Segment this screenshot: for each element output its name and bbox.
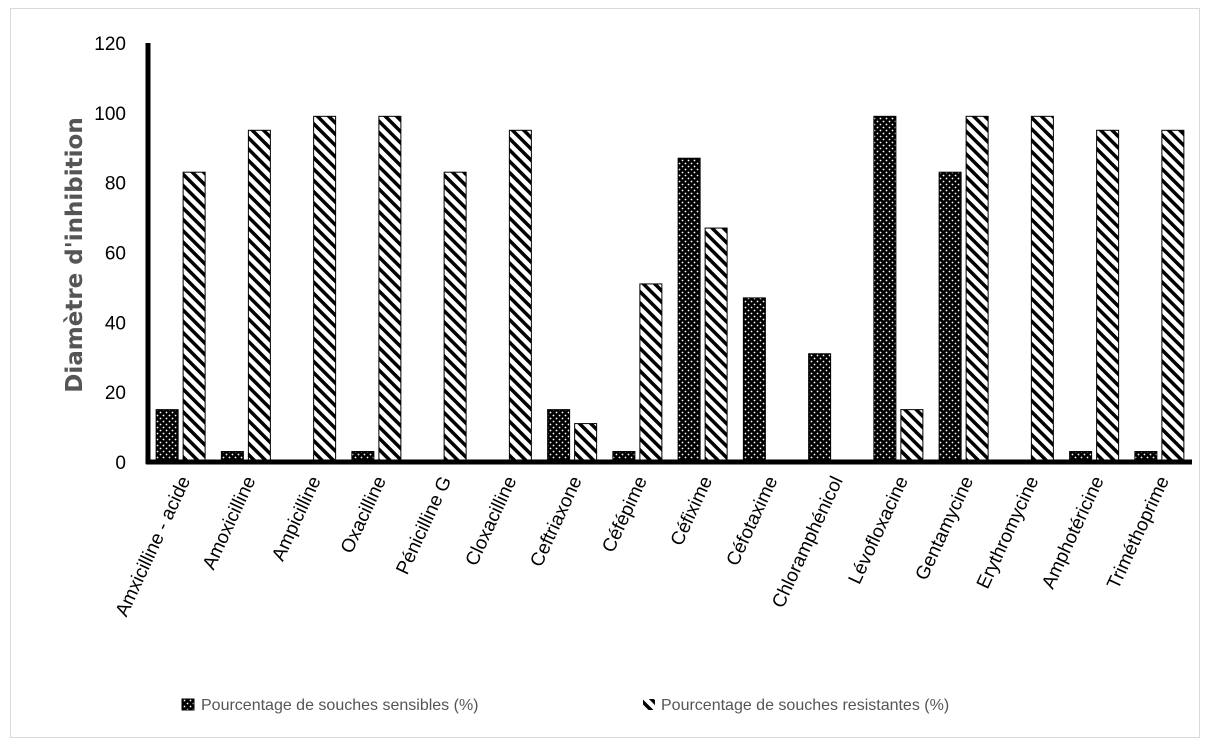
y-tick-labels: 0 20 40 60 80 100 120 <box>94 34 126 474</box>
legend-swatch-sensibles <box>181 698 195 711</box>
bar-resistantes-0 <box>182 171 206 463</box>
bar-sensibles-6 <box>547 409 571 463</box>
y-tick-label: 120 <box>94 34 126 55</box>
x-tick-label: Gentamycine <box>912 473 978 583</box>
chart-frame <box>10 8 1200 738</box>
bar-sensibles-0 <box>155 409 179 463</box>
bar-sensibles-8 <box>677 157 701 463</box>
y-tick-label: 20 <box>105 383 126 404</box>
y-axis-label: Diamètre d'inhibition <box>62 117 88 392</box>
bar-resistantes-13 <box>1030 115 1054 463</box>
bar-resistantes-3 <box>378 115 402 463</box>
legend-swatch-resistantes <box>643 699 655 710</box>
x-tick-label: Triméthoprime <box>1103 473 1173 592</box>
x-tick-label: Céfépime <box>599 473 652 556</box>
bar-resistantes-14 <box>1096 129 1120 463</box>
bars-group <box>155 115 1185 463</box>
bar-resistantes-6 <box>574 423 598 463</box>
legend-label-resistantes: Pourcentage de souches resistantes (%) <box>661 697 949 714</box>
x-tick-label: Ampicilline <box>268 473 325 564</box>
y-tick-label: 60 <box>105 244 126 265</box>
x-tick-label: Oxacilline <box>337 473 391 557</box>
x-tick-label: Pénicilline G <box>392 473 456 578</box>
x-tick-labels: Amxicilline - acide Amoxicilline Ampicilli… <box>112 473 1174 620</box>
legend-label-sensibles: Pourcentage de souches sensibles (%) <box>201 697 479 714</box>
bar-resistantes-8 <box>704 227 728 463</box>
x-tick-label: Céfixime <box>667 473 717 549</box>
bar-resistantes-1 <box>247 129 271 463</box>
bar-sensibles-10 <box>808 353 832 463</box>
bar-resistantes-7 <box>639 283 663 463</box>
bar-resistantes-5 <box>508 129 532 463</box>
bar-resistantes-4 <box>443 171 467 463</box>
legend: Pourcentage de souches sensibles (%) Pour… <box>181 697 949 714</box>
x-tick-label: Lévofloxacine <box>845 473 913 587</box>
x-tick-label: Ceftriaxone <box>527 473 587 570</box>
y-tick-label: 80 <box>105 174 126 195</box>
bar-resistantes-15 <box>1161 129 1185 463</box>
x-tick-label: Erythromycine <box>973 473 1043 592</box>
bar-resistantes-2 <box>313 115 337 463</box>
y-tick-label: 40 <box>105 313 126 334</box>
x-tick-label: Amoxicilline <box>199 473 260 573</box>
x-tick-label: Céfotaxime <box>723 473 783 569</box>
bar-sensibles-11 <box>873 115 897 463</box>
x-tick-label: Chloramphénicol <box>768 473 847 611</box>
x-tick-label: Cloxacilline <box>462 473 522 569</box>
y-tick-label: 0 <box>115 453 126 474</box>
axes-group <box>145 43 1192 465</box>
y-tick-label: 100 <box>94 104 126 125</box>
bar-resistantes-12 <box>965 115 989 463</box>
bar-resistantes-11 <box>900 409 924 463</box>
bar-sensibles-12 <box>938 171 962 463</box>
x-tick-label: Amphotéricine <box>1038 473 1108 592</box>
x-tick-label: Amxicilline - acide <box>112 473 195 620</box>
bar-sensibles-9 <box>742 297 766 463</box>
